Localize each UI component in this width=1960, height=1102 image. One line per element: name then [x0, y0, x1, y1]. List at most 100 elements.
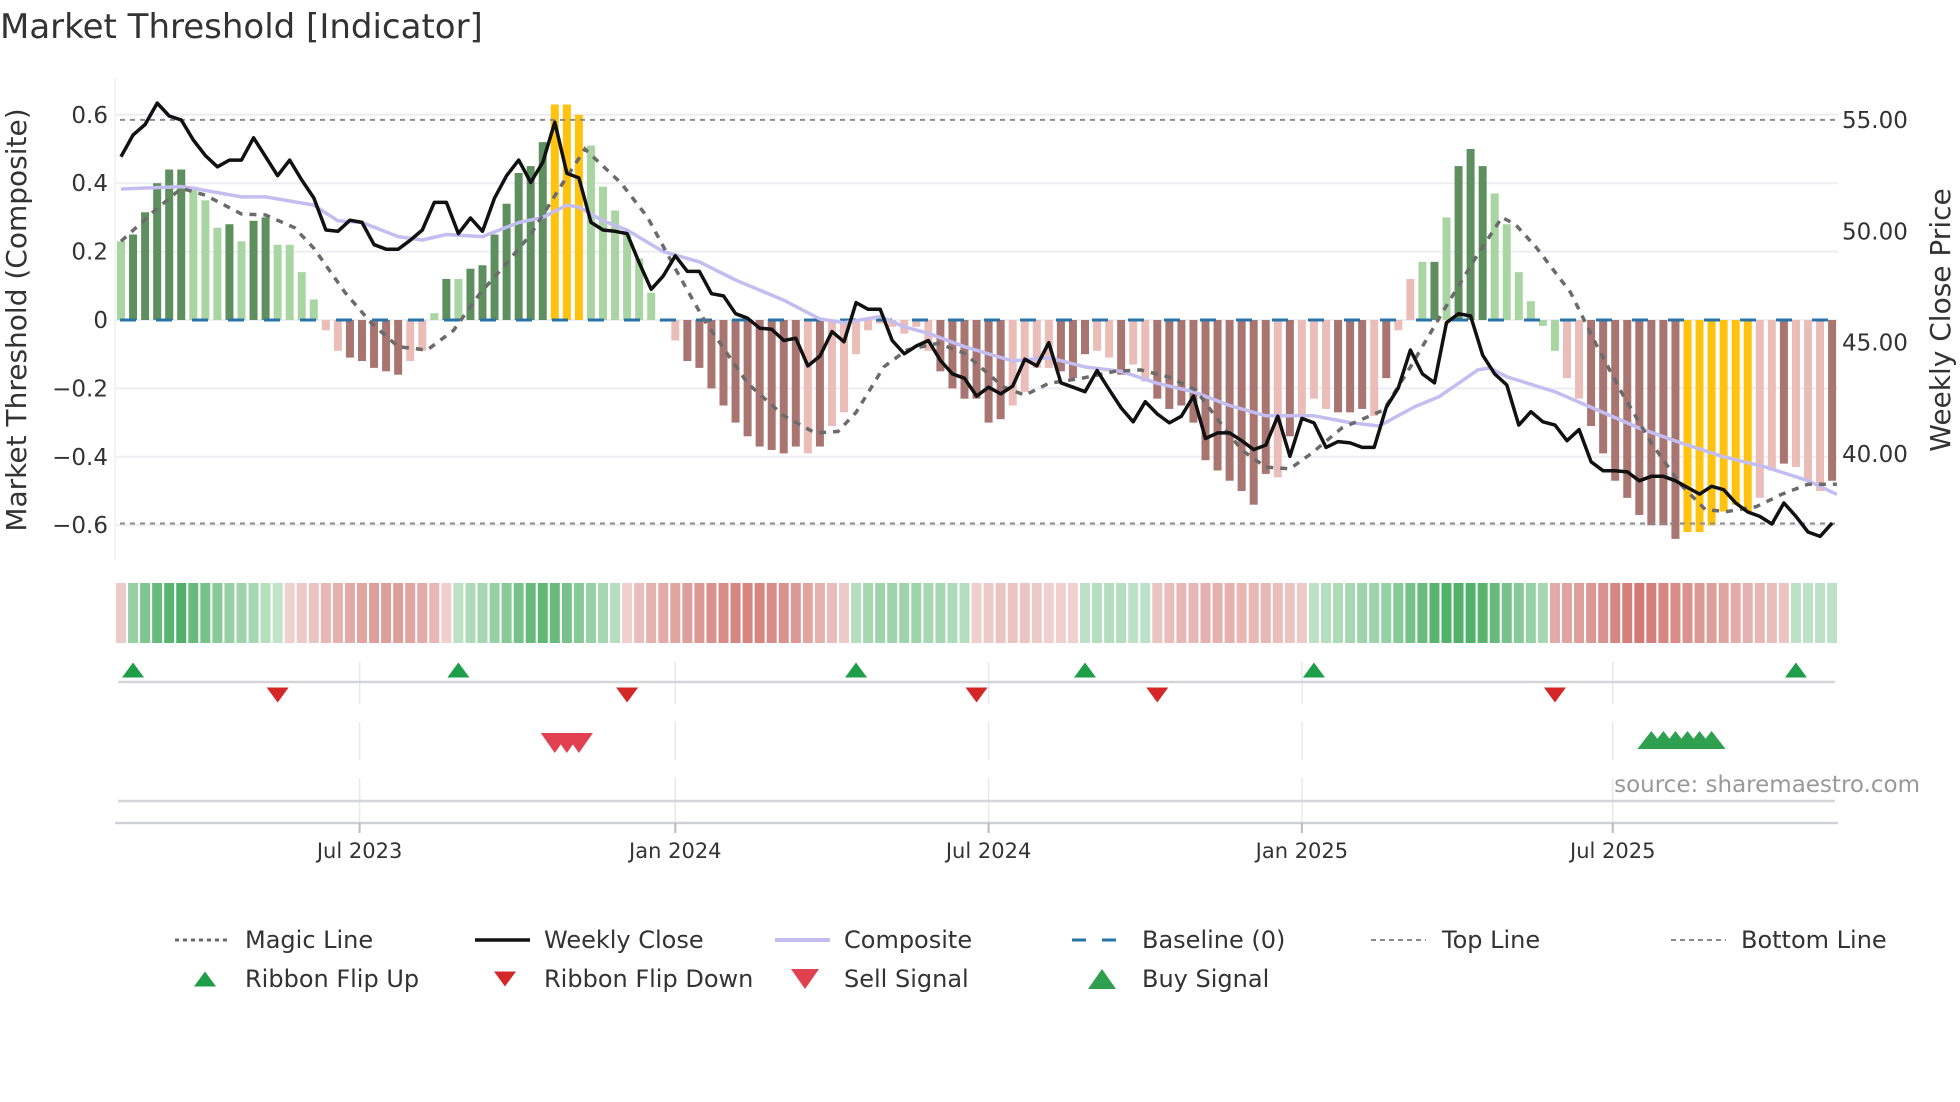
ribbon-cell: [1284, 583, 1295, 643]
ribbon-flip-down-marker: [1543, 687, 1566, 703]
composite-bar: [1261, 320, 1270, 474]
composite-bar: [249, 220, 258, 320]
ribbon-cell: [537, 583, 548, 643]
composite-bar: [719, 320, 728, 406]
composite-bar: [586, 145, 595, 320]
ribbon-cell: [441, 583, 452, 643]
composite-bar: [1358, 320, 1367, 409]
legend-item: Bottom Line: [1671, 926, 1887, 954]
ribbon-cell: [646, 583, 657, 643]
composite-bar: [912, 320, 921, 327]
composite-bar: [1755, 320, 1764, 498]
legend-label: Magic Line: [245, 926, 373, 954]
legend-item: Sell Signal: [791, 965, 969, 993]
legend-item: Baseline (0): [1072, 926, 1285, 954]
composite-bar: [1647, 320, 1656, 526]
composite-bar: [1346, 320, 1355, 413]
ribbon-flip-down-marker: [1146, 687, 1169, 703]
composite-bar: [1575, 320, 1584, 399]
ribbon-cell: [1007, 583, 1018, 643]
ribbon-cell: [1080, 583, 1090, 643]
composite-bar: [1731, 320, 1740, 505]
ribbon-cell: [308, 583, 319, 643]
composite-bar: [1273, 320, 1282, 478]
ribbon-cell: [152, 583, 163, 643]
composite-bar: [1334, 320, 1343, 413]
ribbon-flip-up-marker: [1784, 662, 1807, 678]
ribbon-cell: [766, 583, 777, 643]
ribbon-cell: [1248, 583, 1259, 643]
ribbon-cell: [682, 583, 693, 643]
composite-bar: [1201, 320, 1210, 461]
composite-bar: [1394, 320, 1403, 331]
composite-bar: [1791, 320, 1800, 468]
composite-bar: [1177, 320, 1186, 406]
ribbon-cell: [1646, 583, 1657, 643]
composite-bar: [1707, 320, 1716, 526]
composite-bar: [1370, 320, 1379, 416]
ribbon-cell: [1164, 583, 1175, 643]
ribbon-cell: [1718, 583, 1729, 643]
ribbon-cell: [1188, 583, 1199, 643]
composite-bar: [599, 186, 607, 320]
composite-bar: [1285, 320, 1294, 437]
composite-bar: [1165, 320, 1174, 409]
ribbon-cell: [1453, 583, 1464, 643]
ribbon-flip-down-marker: [965, 687, 988, 703]
composite-bar: [394, 320, 403, 375]
composite-bar: [972, 320, 981, 399]
composite-bar: [779, 320, 788, 454]
ribbon-cell: [489, 583, 500, 643]
triangle-down-icon: [494, 971, 516, 987]
composite-bar: [1526, 301, 1535, 320]
ribbon-cell: [1610, 583, 1621, 643]
composite-bar: [466, 268, 475, 320]
y-tick-label: −0.6: [52, 513, 108, 539]
composite-bar: [1538, 320, 1547, 326]
ribbon-cell: [1549, 583, 1560, 643]
ribbon-cell: [1224, 583, 1235, 643]
legend-label: Ribbon Flip Up: [245, 965, 419, 993]
composite-bar: [1382, 320, 1391, 379]
ribbon-cell: [332, 583, 343, 643]
y2-tick-label: 45.00: [1842, 331, 1908, 357]
composite-bar: [1309, 320, 1318, 399]
composite-bar: [538, 142, 547, 320]
ribbon-cell: [1622, 583, 1633, 643]
right-axis-ticks: 55.00 50.00 45.00 40.00: [1842, 108, 1908, 468]
composite-bar: [454, 278, 463, 320]
ribbon-cell: [284, 583, 295, 643]
ribbon-flip-up-marker: [1302, 662, 1325, 678]
ribbon-cell: [1308, 583, 1319, 643]
composite-bar: [611, 210, 620, 320]
ribbon-cell: [1272, 583, 1283, 643]
composite-bar: [237, 241, 246, 320]
ribbon-cell: [887, 583, 898, 643]
ribbon-cell: [670, 583, 681, 643]
composite-bar: [1671, 320, 1680, 539]
ribbon-cell: [417, 583, 428, 643]
ribbon-cell: [525, 583, 536, 643]
composite-bar: [743, 320, 752, 437]
x-tick-label: Jul 2024: [944, 839, 1031, 863]
composite-bar: [1213, 320, 1222, 471]
composite-bar: [635, 258, 644, 320]
weekly-close-line: [119, 101, 1834, 539]
x-tick-label: Jul 2023: [315, 839, 402, 863]
composite-bar: [803, 320, 812, 454]
composite-bar: [1587, 320, 1596, 427]
composite-bar: [1635, 320, 1644, 515]
ribbon-cell: [1598, 583, 1609, 643]
ribbon-cell: [1742, 583, 1753, 643]
composite-bar: [1514, 272, 1523, 320]
composite-bar: [1659, 320, 1668, 526]
composite-bar: [321, 320, 330, 331]
legend-label: Bottom Line: [1741, 926, 1887, 954]
ribbon-cell: [1790, 583, 1801, 643]
composite-bars: [117, 104, 1837, 539]
composite-bar: [864, 320, 873, 331]
composite-bar: [1153, 320, 1162, 399]
magic-line: [119, 146, 1837, 514]
legend-item: Top Line: [1371, 926, 1540, 954]
composite-bar: [478, 265, 487, 320]
